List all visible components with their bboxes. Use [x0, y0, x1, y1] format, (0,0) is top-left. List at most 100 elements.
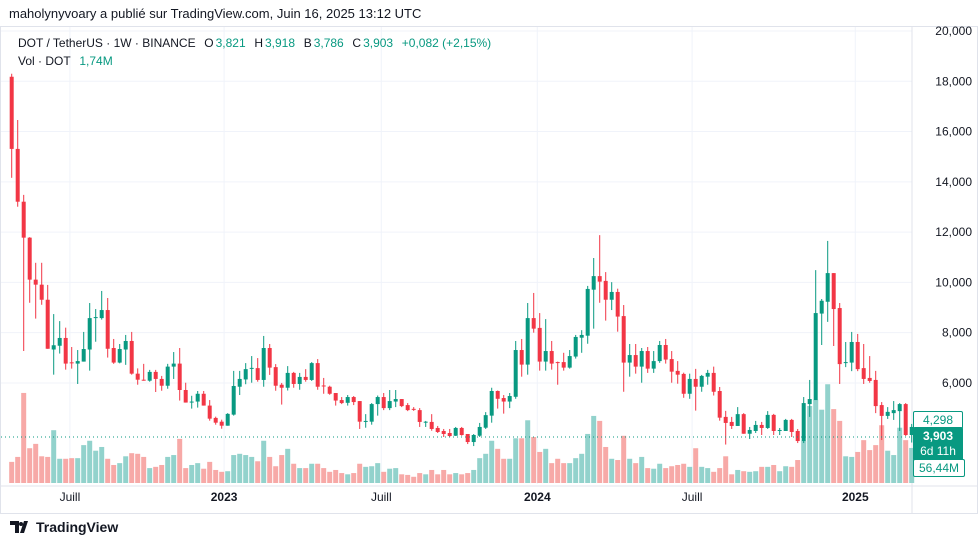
candle-body [345, 397, 350, 403]
volume-title[interactable]: Vol · DOT [18, 54, 71, 68]
candle-body [555, 362, 560, 364]
volume-bar [783, 466, 789, 483]
volume-bar [153, 466, 159, 483]
candle-body [321, 385, 326, 387]
volume-bar [867, 450, 873, 483]
volume-bar [855, 451, 861, 483]
volume-bar [189, 464, 195, 483]
candle-body [201, 393, 206, 406]
candle-body [687, 378, 692, 394]
volume-bar [819, 409, 825, 483]
volume-bar [249, 456, 255, 483]
volume-bar [555, 458, 561, 483]
candle-body [129, 340, 134, 374]
candle-body [111, 348, 116, 363]
volume-bar [225, 471, 231, 483]
volume-bar [807, 405, 813, 483]
low-label: B [303, 36, 312, 50]
candle-body [735, 414, 740, 426]
volume-bar [489, 440, 495, 483]
volume-bar [171, 455, 177, 483]
close-value: 3,903 [363, 36, 394, 50]
y-tick-label: 18,000 [935, 74, 972, 88]
volume-bar [513, 438, 519, 483]
symbol-title[interactable]: DOT / TetherUS · 1W · BINANCE [18, 36, 196, 50]
volume-bar [69, 458, 75, 483]
candle-body [297, 376, 302, 384]
volume-bar [891, 455, 897, 483]
volume-bar [333, 469, 339, 483]
volume-bar [435, 474, 441, 483]
volume-bar [573, 458, 579, 483]
candle-body [705, 372, 710, 377]
candle-body [579, 334, 584, 338]
candle-body [75, 361, 80, 364]
candle-body [717, 391, 722, 418]
volume-bar [351, 473, 357, 483]
candle-body [519, 350, 524, 365]
volume-bar [483, 453, 489, 483]
volume-bar [165, 456, 171, 483]
volume-bar [525, 420, 531, 483]
candle-body [393, 399, 398, 402]
volume-bar [837, 420, 843, 483]
candle-body [147, 371, 152, 381]
volume-bar [453, 473, 459, 483]
candle-body [783, 419, 788, 431]
volume-bar [195, 463, 201, 483]
candle-body [405, 405, 410, 411]
candle-body [141, 379, 146, 381]
candle-body [891, 410, 896, 414]
candle-body [87, 318, 92, 350]
candle-body [417, 410, 422, 422]
volume-bar [579, 453, 585, 483]
candle-body [339, 400, 344, 404]
volume-bar [687, 466, 693, 483]
volume-bar [813, 399, 819, 483]
volume-bar [279, 455, 285, 483]
candle-body [627, 355, 632, 363]
volume-bar [297, 468, 303, 483]
volume-bar [87, 440, 93, 483]
volume-bar [405, 474, 411, 483]
volume-bar [429, 469, 435, 483]
candle-body [105, 310, 110, 349]
volume-bar [39, 456, 45, 483]
candle-body [507, 396, 512, 402]
candle-body [369, 404, 374, 422]
volume-bar [9, 461, 15, 483]
candle-body [609, 291, 614, 300]
volume-bar [591, 415, 597, 483]
candle-body [873, 379, 878, 407]
candle-body [861, 368, 866, 379]
volume-bar [255, 461, 261, 483]
tradingview-logo[interactable]: TradingView [10, 519, 118, 535]
x-tick-label: Juill [371, 490, 392, 504]
volume-bar [717, 468, 723, 483]
candle-body [117, 349, 122, 363]
last-price-value: 3,903 [922, 429, 954, 443]
candle-body [477, 426, 482, 436]
candle-body [801, 403, 806, 442]
candle-body [855, 341, 860, 370]
volume-bar [789, 466, 795, 483]
volume-bar [369, 466, 375, 483]
line-price-label: 4,298 [913, 411, 963, 429]
volume-bar [141, 456, 147, 483]
candle-body [57, 337, 62, 346]
volume-bar [399, 474, 405, 483]
candle-body [363, 420, 368, 422]
volume-bar [129, 453, 135, 483]
volume-bar [585, 433, 591, 483]
volume-bar [765, 466, 771, 483]
volume-bar [417, 473, 423, 483]
close-label: C [352, 36, 362, 50]
candle-body [411, 408, 416, 410]
volume-bar [507, 458, 513, 483]
candle-body [261, 348, 266, 380]
candle-body [123, 340, 128, 350]
candle-body [489, 391, 494, 416]
volume-bar [849, 456, 855, 483]
volume-bar [741, 471, 747, 483]
